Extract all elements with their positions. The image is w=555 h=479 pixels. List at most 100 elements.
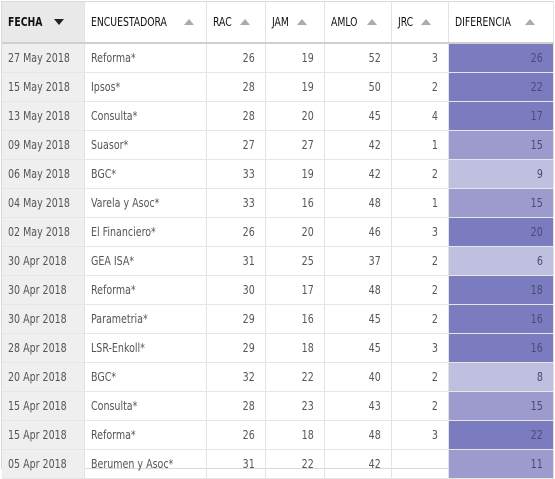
cell-jrc-text: 2 bbox=[431, 254, 438, 268]
cell-fecha: 28 Apr 2018 bbox=[2, 333, 85, 363]
cell-jam: 19 bbox=[265, 43, 325, 73]
cell-jam: 20 bbox=[265, 217, 325, 247]
cell-amlo: 45 bbox=[324, 304, 392, 334]
table-row: 06 May 2018 BGC* 33 19 42 2 9 bbox=[2, 159, 554, 189]
cell-amlo-text: 42 bbox=[368, 457, 381, 471]
cell-diferencia-text: 20 bbox=[530, 225, 543, 239]
cell-jrc-text: 3 bbox=[431, 51, 438, 65]
column-header-amlo[interactable]: AMLO bbox=[324, 2, 392, 44]
cell-fecha-text: 15 May 2018 bbox=[8, 80, 70, 94]
column-header-label: FECHA bbox=[8, 15, 43, 30]
cell-fecha-text: 05 Apr 2018 bbox=[8, 457, 67, 471]
cell-amlo-text: 42 bbox=[368, 138, 381, 152]
cell-jam: 22 bbox=[265, 362, 325, 392]
table-row: 30 Apr 2018 GEA ISA* 31 25 37 2 6 bbox=[2, 246, 554, 276]
cell-encuestadora: Ipsos* bbox=[84, 72, 207, 102]
cell-jrc-text: 4 bbox=[431, 109, 438, 123]
cell-jam: 23 bbox=[265, 391, 325, 421]
cell-jrc-text: 2 bbox=[431, 312, 438, 326]
cell-diferencia: 20 bbox=[448, 217, 554, 247]
cell-diferencia-text: 22 bbox=[530, 80, 543, 94]
cell-jrc-text: 2 bbox=[431, 370, 438, 384]
column-header-rac[interactable]: RAC bbox=[206, 2, 266, 44]
cell-amlo: 37 bbox=[324, 246, 392, 276]
cell-diferencia-text: 6 bbox=[536, 254, 543, 268]
cell-jam: 16 bbox=[265, 188, 325, 218]
cell-encuestadora: Reforma* bbox=[84, 275, 207, 305]
sort-ascending-icon bbox=[420, 19, 431, 26]
table-row: 15 Apr 2018 Reforma* 26 18 48 3 22 bbox=[2, 420, 554, 450]
cell-jam: 27 bbox=[265, 130, 325, 160]
cell-jrc: 2 bbox=[391, 275, 449, 305]
cell-fecha: 30 Apr 2018 bbox=[2, 246, 85, 276]
cell-rac: 31 bbox=[206, 449, 266, 479]
cell-rac: 33 bbox=[206, 188, 266, 218]
cell-rac: 32 bbox=[206, 362, 266, 392]
cell-diferencia: 15 bbox=[448, 188, 554, 218]
column-header-label: AMLO bbox=[330, 15, 357, 30]
cell-amlo-text: 52 bbox=[368, 51, 381, 65]
column-header-label: JAM bbox=[271, 15, 289, 30]
column-header-label: RAC bbox=[212, 15, 232, 30]
header-row: FECHA ENCUESTADORA RAC JAM AMLO bbox=[2, 2, 554, 44]
cell-fecha-text: 27 May 2018 bbox=[8, 51, 70, 65]
column-header-jam[interactable]: JAM bbox=[265, 2, 325, 44]
cell-jam: 18 bbox=[265, 333, 325, 363]
cell-rac-text: 28 bbox=[242, 399, 255, 413]
cell-encuestadora: BGC* bbox=[84, 362, 207, 392]
table-row: 20 Apr 2018 BGC* 32 22 40 2 8 bbox=[2, 362, 554, 392]
cell-jrc-text: 2 bbox=[431, 283, 438, 297]
cell-rac: 28 bbox=[206, 391, 266, 421]
cell-encuestadora-text: Suasor* bbox=[90, 138, 128, 152]
cell-amlo-text: 50 bbox=[368, 80, 381, 94]
cell-diferencia-text: 18 bbox=[530, 283, 543, 297]
cell-rac: 26 bbox=[206, 217, 266, 247]
cell-jrc: 1 bbox=[391, 130, 449, 160]
cell-diferencia-text: 22 bbox=[530, 428, 543, 442]
cell-fecha: 27 May 2018 bbox=[2, 43, 85, 73]
cell-diferencia-text: 16 bbox=[530, 312, 543, 326]
cell-amlo: 42 bbox=[324, 449, 392, 479]
cell-amlo: 48 bbox=[324, 420, 392, 450]
cell-jam-text: 18 bbox=[301, 428, 314, 442]
cell-jam: 19 bbox=[265, 159, 325, 189]
cell-amlo-text: 43 bbox=[368, 399, 381, 413]
cell-jrc: 2 bbox=[391, 362, 449, 392]
cell-jrc: 2 bbox=[391, 72, 449, 102]
cell-encuestadora: El Financiero* bbox=[84, 217, 207, 247]
cell-diferencia: 22 bbox=[448, 420, 554, 450]
cell-jrc-text: 3 bbox=[431, 428, 438, 442]
column-header-jrc[interactable]: JRC bbox=[391, 2, 449, 44]
cell-jrc: 3 bbox=[391, 420, 449, 450]
cell-jrc: 2 bbox=[391, 246, 449, 276]
cell-encuestadora-text: Reforma* bbox=[90, 428, 136, 442]
table-header: FECHA ENCUESTADORA RAC JAM AMLO bbox=[2, 2, 554, 44]
sort-ascending-icon bbox=[239, 19, 250, 26]
cell-fecha-text: 15 Apr 2018 bbox=[8, 428, 67, 442]
cell-diferencia: 17 bbox=[448, 101, 554, 131]
column-header-diferencia[interactable]: DIFERENCIA bbox=[448, 2, 554, 44]
cell-jrc: 3 bbox=[391, 333, 449, 363]
cell-rac: 31 bbox=[206, 246, 266, 276]
cell-jrc bbox=[391, 449, 449, 479]
cell-fecha-text: 15 Apr 2018 bbox=[8, 399, 67, 413]
cell-amlo: 50 bbox=[324, 72, 392, 102]
cell-amlo: 40 bbox=[324, 362, 392, 392]
cell-fecha: 15 Apr 2018 bbox=[2, 420, 85, 450]
cell-jam-text: 19 bbox=[301, 167, 314, 181]
table-body: 27 May 2018 Reforma* 26 19 52 3 26 15 May 2018 I… bbox=[2, 43, 554, 479]
column-header-label: ENCUESTADORA bbox=[90, 15, 167, 30]
cell-fecha-text: 30 Apr 2018 bbox=[8, 283, 67, 297]
table-row: 30 Apr 2018 Parametria* 29 16 45 2 16 bbox=[2, 304, 554, 334]
cell-encuestadora: Reforma* bbox=[84, 420, 207, 450]
cell-jrc: 4 bbox=[391, 101, 449, 131]
cell-jam: 19 bbox=[265, 72, 325, 102]
cell-rac: 26 bbox=[206, 43, 266, 73]
cell-amlo: 45 bbox=[324, 333, 392, 363]
column-header-fecha[interactable]: FECHA bbox=[2, 2, 85, 44]
cell-rac-text: 29 bbox=[242, 312, 255, 326]
sort-ascending-icon bbox=[524, 19, 535, 26]
column-header-encuestadora[interactable]: ENCUESTADORA bbox=[84, 2, 207, 44]
